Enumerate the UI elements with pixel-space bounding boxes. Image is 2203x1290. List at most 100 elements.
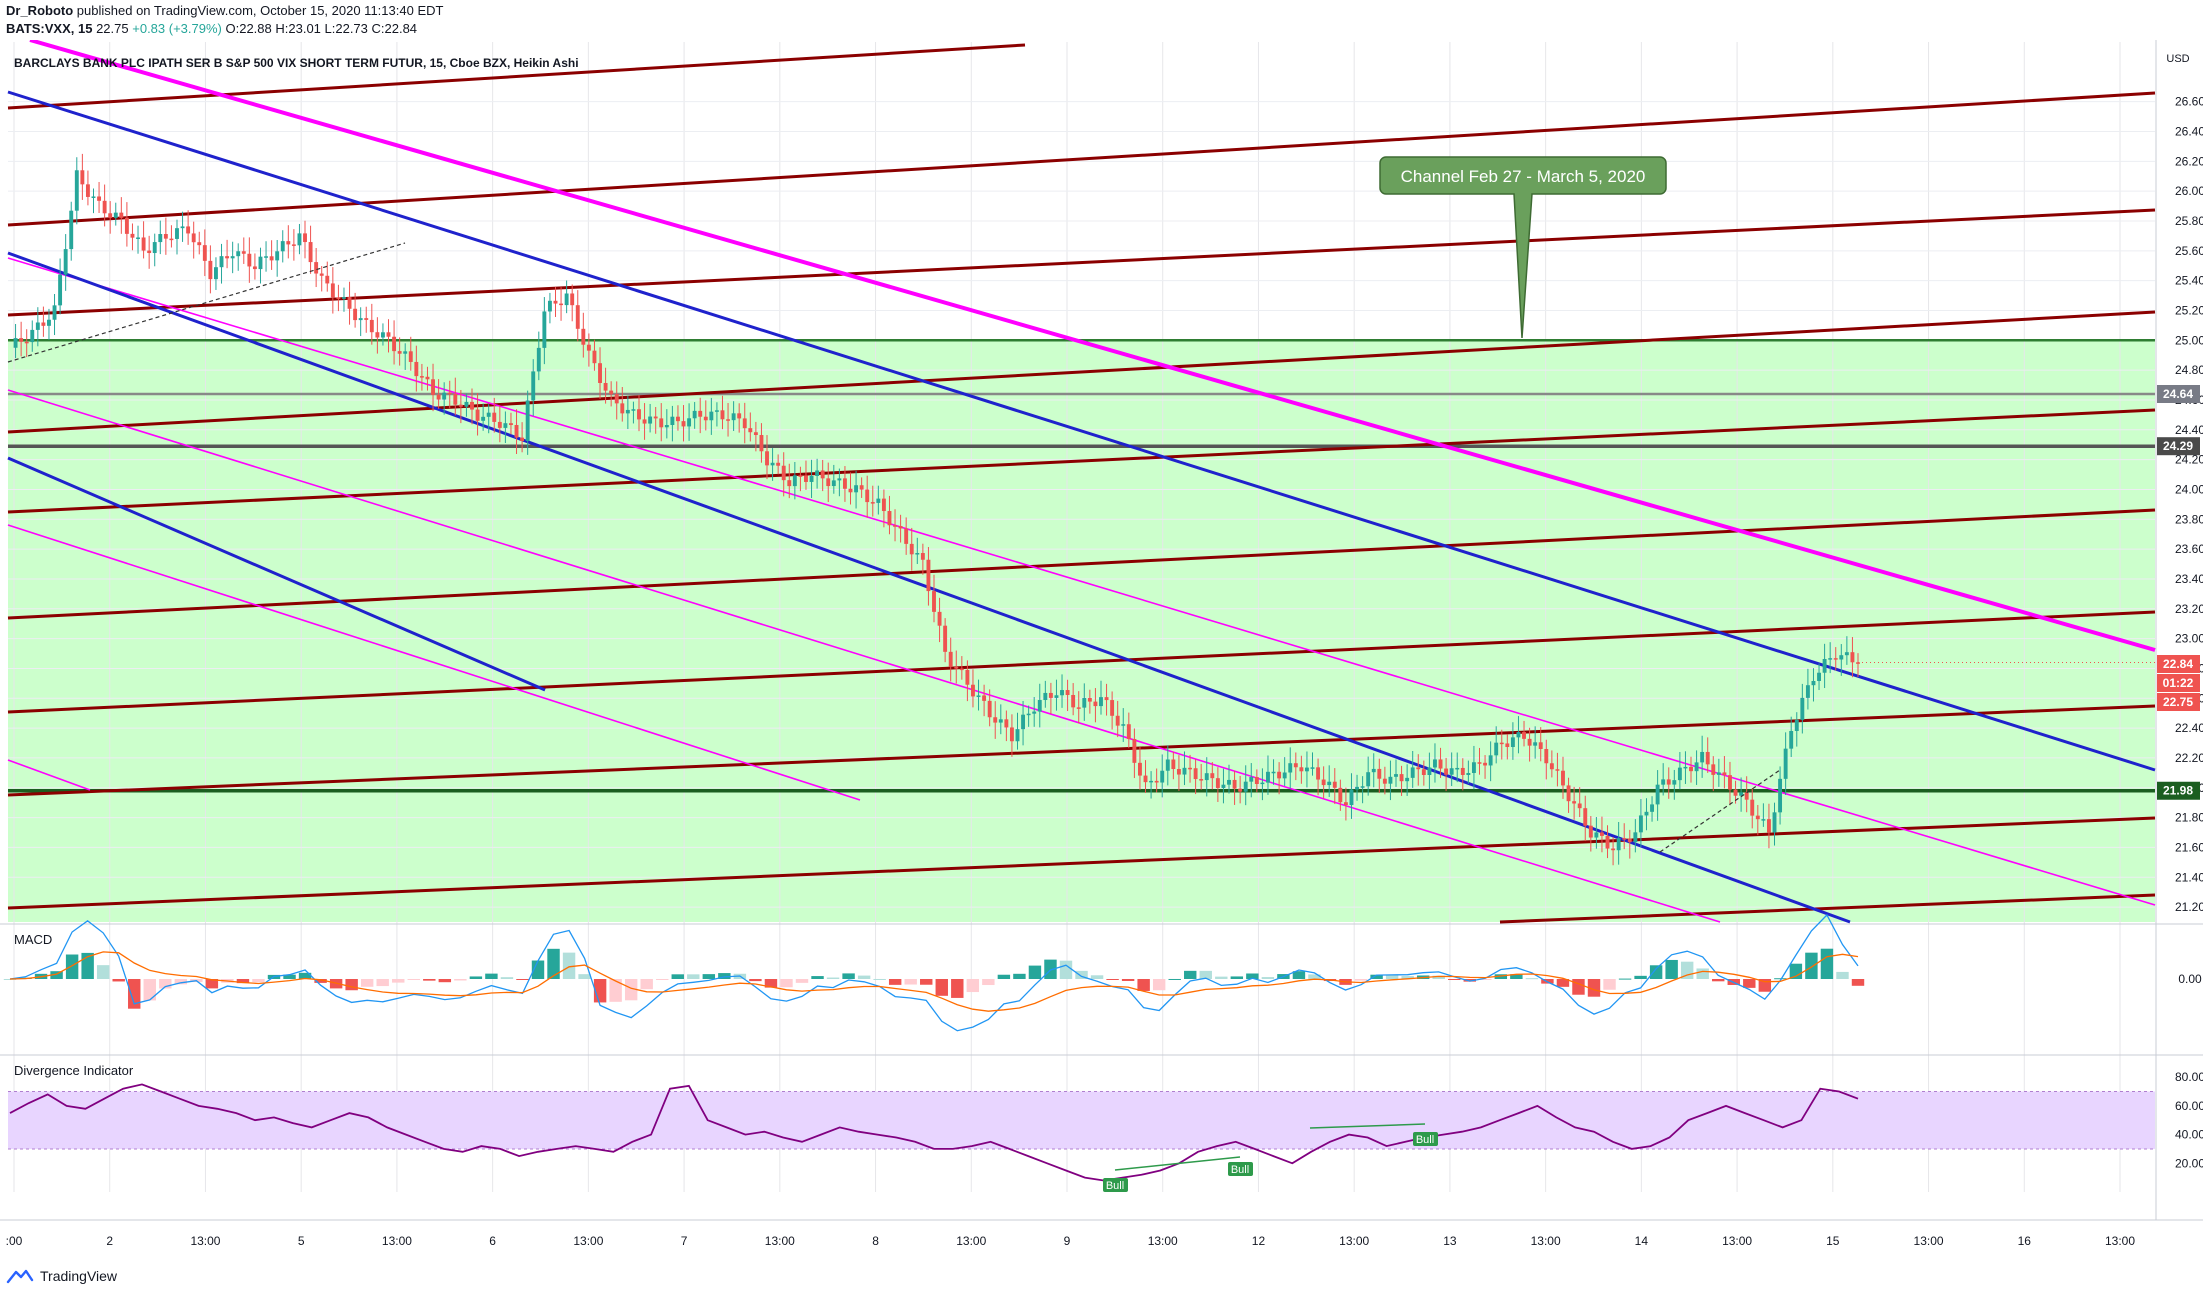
- candle-body: [637, 409, 641, 420]
- candle-body: [1449, 768, 1454, 775]
- candle-body: [286, 241, 291, 245]
- candle-body: [570, 293, 575, 306]
- macd-histogram-bar: [1230, 976, 1244, 979]
- candle-body: [119, 212, 124, 218]
- macd-histogram-bar: [780, 979, 793, 988]
- macd-histogram-bar: [1774, 978, 1787, 980]
- macd-histogram-bar: [1137, 979, 1150, 991]
- candle-body: [1533, 742, 1538, 746]
- macd-histogram-bar: [1199, 970, 1212, 979]
- candle-body: [1037, 700, 1042, 712]
- candle-body: [1839, 655, 1844, 660]
- macd-histogram-bar: [1618, 978, 1632, 980]
- candle-body: [314, 262, 319, 274]
- candle-body: [1071, 694, 1076, 708]
- candle-body: [1176, 769, 1181, 775]
- candle-body: [670, 416, 675, 425]
- red-channel-lines: [7, 43, 2156, 924]
- macd-histogram-bar: [888, 979, 902, 985]
- macd-histogram-bar: [485, 973, 498, 979]
- candle-body: [737, 413, 742, 419]
- candle-body: [937, 611, 942, 626]
- candle-body: [1188, 767, 1192, 770]
- bull-marker: [1228, 1162, 1253, 1176]
- candle-body: [113, 212, 118, 218]
- time-tick-label: 13:00: [1148, 1234, 1178, 1248]
- macd-histogram-bar: [951, 979, 964, 998]
- price-tick-label: 22.20: [2175, 751, 2203, 765]
- macd-histogram-bar: [65, 954, 79, 979]
- price-label-text: 21.98: [2163, 784, 2193, 798]
- candle-body: [1288, 763, 1293, 773]
- candle-body: [842, 478, 847, 489]
- macd-tick-label: 0.00: [2178, 972, 2202, 986]
- macd-histogram-bar: [1370, 974, 1383, 979]
- divergence-link: [1114, 1156, 1241, 1171]
- candle-body: [837, 478, 842, 481]
- macd-histogram-bar: [1463, 979, 1476, 982]
- candle-body: [809, 475, 814, 482]
- candle-body: [1433, 759, 1437, 768]
- price-tick-label: 25.60: [2175, 244, 2203, 258]
- price-tick-label: 21.80: [2175, 811, 2203, 825]
- macd-histogram-bar: [1246, 973, 1259, 979]
- candle-body: [1371, 768, 1376, 773]
- candle-body: [1733, 789, 1738, 796]
- publisher-name[interactable]: Dr_Roboto: [6, 3, 74, 18]
- candle-body: [1410, 767, 1415, 778]
- macd-histogram-bar: [749, 979, 762, 982]
- candle-body: [1661, 779, 1666, 785]
- price-label-box: [2157, 437, 2200, 456]
- macd-histogram-bar: [159, 979, 172, 989]
- tradingview-logo-icon[interactable]: [6, 1268, 34, 1284]
- macd-histogram-bar: [96, 965, 110, 979]
- macd-title: MACD: [14, 932, 52, 947]
- candle-body: [1416, 767, 1421, 770]
- macd-histogram-bar: [1448, 979, 1461, 980]
- candle-body: [1622, 838, 1627, 840]
- candle-body: [1778, 778, 1783, 813]
- chart-area[interactable]: Channel Feb 27 - March 5, 2020 BullBullB…: [0, 40, 2203, 1266]
- candle-body: [1154, 780, 1159, 783]
- candle-body: [1249, 777, 1254, 782]
- macd-histogram-bar: [1261, 977, 1275, 979]
- candle-body: [1588, 825, 1593, 838]
- price-tick-label: 25.20: [2175, 303, 2203, 317]
- candle-body: [564, 293, 569, 306]
- candle-body: [1277, 771, 1282, 779]
- bull-marker: [1103, 1178, 1128, 1192]
- candle-body: [703, 416, 708, 421]
- price-label-box: [2157, 674, 2200, 692]
- candle-body: [41, 322, 46, 326]
- macd-histogram-bar: [423, 979, 436, 981]
- macd-histogram-bar: [252, 979, 265, 983]
- macd-histogram-bar: [1820, 948, 1834, 979]
- candle-body: [898, 526, 903, 529]
- time-tick-label: 13:00: [956, 1234, 986, 1248]
- candle-body: [1789, 730, 1794, 749]
- candle-body: [130, 233, 135, 238]
- red-channel-line: [7, 310, 2156, 434]
- candle-body: [1522, 732, 1526, 739]
- candle-body: [1466, 772, 1471, 775]
- annotation-callout: [1379, 156, 1667, 339]
- candle-body: [1527, 738, 1532, 746]
- candle-body: [264, 256, 268, 258]
- candle-body: [291, 244, 296, 246]
- candle-body: [1282, 772, 1287, 779]
- price-tick-label: 24.20: [2175, 453, 2203, 467]
- candle-body: [1321, 779, 1326, 786]
- candle-body: [1555, 769, 1560, 771]
- candle-body: [186, 226, 191, 234]
- candle-body: [330, 283, 335, 298]
- candle-body: [1104, 697, 1109, 701]
- price-tick-label: 25.80: [2175, 214, 2203, 228]
- footer-brand[interactable]: TradingView: [40, 1268, 118, 1284]
- candle-body: [102, 200, 107, 214]
- candle-body: [893, 525, 897, 527]
- candle-body: [559, 303, 564, 306]
- candle-body: [1232, 779, 1237, 789]
- candle-body: [1009, 727, 1014, 742]
- blue-channel-line: [7, 90, 2156, 772]
- candle-body: [85, 184, 90, 197]
